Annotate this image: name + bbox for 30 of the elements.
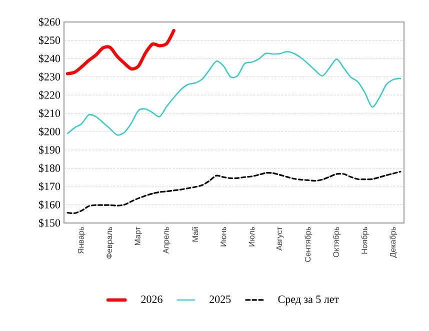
y-tick-label: $170: [38, 182, 60, 191]
x-tick-label: Апрель: [163, 226, 170, 254]
legend-label: 2025: [210, 296, 231, 303]
legend-label: Сред за 5 лет: [278, 296, 339, 306]
x-tick-label: Декабрь: [390, 226, 398, 258]
y-tick-label: $250: [38, 36, 60, 45]
x-tick-label: Июль: [248, 226, 254, 246]
y-tick-label: $230: [38, 72, 60, 82]
y-tick-label: $260: [38, 18, 60, 26]
y-tick-label: $160: [38, 200, 60, 210]
legend-label: 2026: [141, 296, 162, 303]
x-tick-label: Июнь: [220, 226, 226, 246]
line-series: [66, 28, 176, 76]
x-tick-label: Январь: [78, 226, 86, 254]
y-tick-label: $210: [38, 108, 60, 118]
x-tick-label: Сентябрь: [304, 226, 312, 262]
y-tick-label: $180: [38, 164, 60, 173]
x-tick-label: Ноябрь: [361, 226, 369, 254]
y-tick-label: $220: [38, 90, 60, 100]
x-tick-label: Февраль: [106, 226, 114, 259]
x-tick-label: Август: [276, 226, 284, 251]
line-series: [66, 170, 402, 214]
x-tick-label: Октябрь: [332, 226, 340, 258]
x-tick-label: Март: [134, 226, 142, 246]
y-tick-label: $150: [38, 218, 60, 228]
y-tick-label: $200: [38, 127, 60, 136]
x-tick-label: Май: [192, 227, 198, 242]
y-tick-label: $240: [38, 54, 60, 63]
y-tick-label: $190: [38, 145, 60, 154]
line-series: [66, 50, 402, 136]
